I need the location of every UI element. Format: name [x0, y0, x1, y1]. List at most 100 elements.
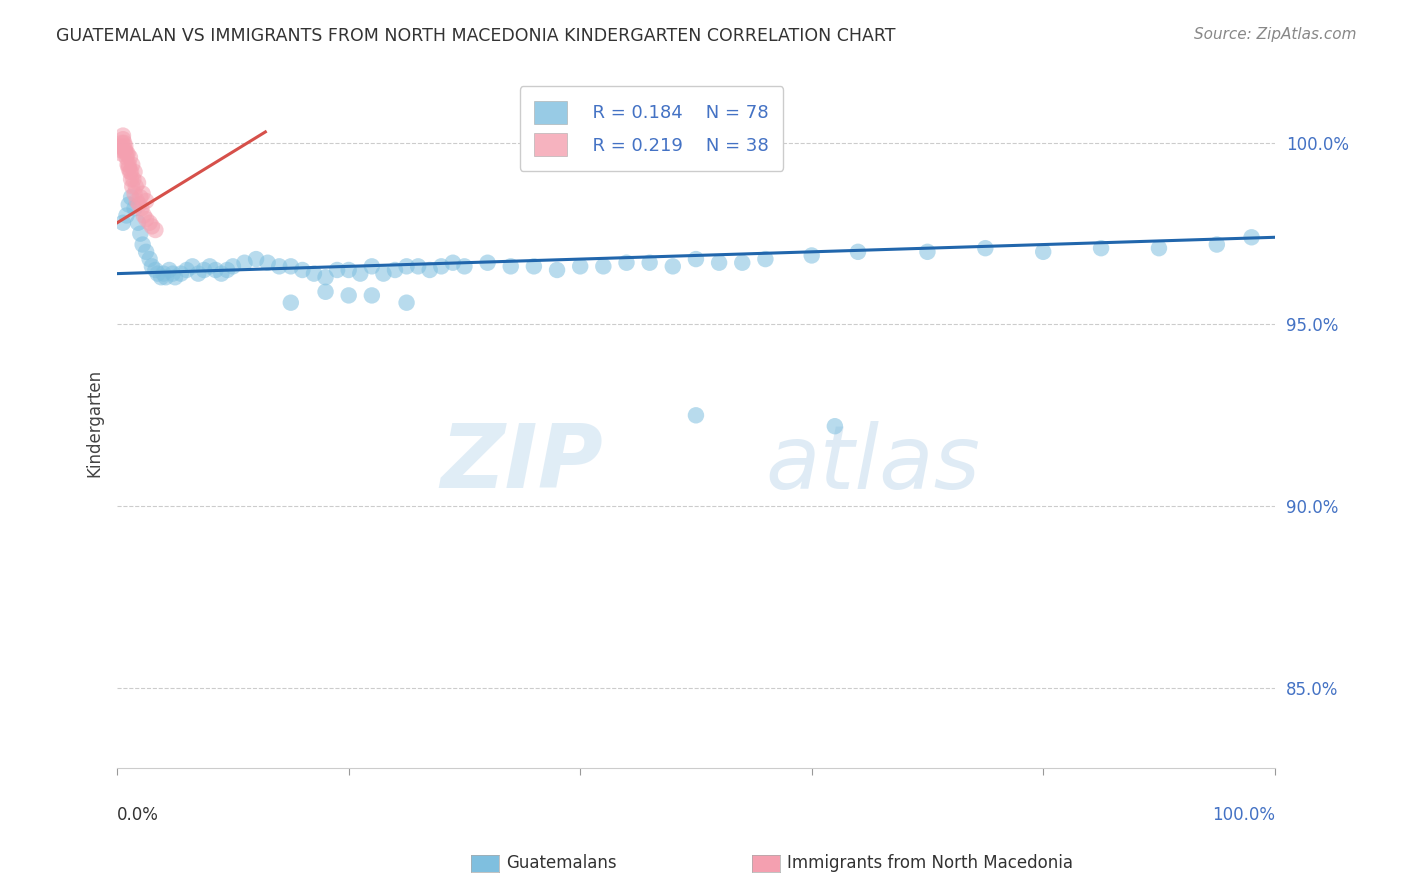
Point [111, 128, 134, 143]
Point [112, 143, 135, 157]
Point [193, 263, 215, 277]
Point [1240, 230, 1263, 244]
Point [546, 263, 568, 277]
Point [129, 190, 152, 204]
Point [135, 212, 157, 227]
Point [360, 288, 382, 302]
Y-axis label: Kindergarten: Kindergarten [86, 368, 103, 476]
Point [141, 219, 163, 234]
Point [592, 260, 614, 274]
Point [122, 172, 145, 186]
Point [315, 285, 337, 299]
Point [754, 252, 776, 266]
Point [569, 260, 592, 274]
Point [135, 244, 157, 259]
Point [131, 201, 153, 215]
Point [120, 165, 142, 179]
Point [155, 270, 177, 285]
Point [1090, 241, 1112, 255]
Text: atlas: atlas [765, 421, 980, 507]
Point [1205, 237, 1227, 252]
Point [157, 263, 180, 277]
Point [337, 263, 360, 277]
Point [124, 201, 146, 215]
Point [129, 227, 152, 241]
Point [302, 267, 325, 281]
Point [111, 132, 134, 146]
Point [280, 295, 302, 310]
Point [115, 150, 138, 164]
Point [110, 139, 132, 153]
Point [118, 158, 141, 172]
Text: Source: ZipAtlas.com: Source: ZipAtlas.com [1194, 27, 1357, 42]
Point [145, 263, 167, 277]
Point [124, 186, 146, 201]
Point [132, 209, 155, 223]
Point [326, 263, 349, 277]
Point [135, 194, 157, 208]
Point [125, 179, 148, 194]
Point [121, 158, 143, 172]
Point [162, 267, 184, 281]
Text: Immigrants from North Macedonia: Immigrants from North Macedonia [787, 855, 1073, 872]
Point [707, 256, 730, 270]
Point [131, 237, 153, 252]
Point [477, 256, 499, 270]
Point [638, 256, 661, 270]
Text: ZIP: ZIP [440, 420, 603, 508]
Point [800, 248, 823, 262]
Point [111, 216, 134, 230]
Point [118, 161, 141, 176]
Point [145, 223, 167, 237]
Point [662, 260, 685, 274]
Point [111, 136, 134, 150]
Point [974, 241, 997, 255]
Point [685, 409, 707, 423]
Point [685, 252, 707, 266]
Point [395, 295, 418, 310]
Point [114, 143, 136, 157]
Point [256, 256, 278, 270]
Point [217, 263, 239, 277]
Point [117, 158, 139, 172]
Point [233, 256, 256, 270]
Point [110, 143, 132, 157]
Point [131, 186, 153, 201]
Text: Guatemalans: Guatemalans [506, 855, 617, 872]
Point [146, 267, 169, 281]
Point [118, 150, 141, 164]
Point [118, 197, 141, 211]
Point [917, 244, 939, 259]
Point [731, 256, 754, 270]
Point [120, 190, 142, 204]
Point [117, 146, 139, 161]
Point [824, 419, 846, 434]
Point [198, 260, 221, 274]
Point [152, 267, 174, 281]
Point [128, 197, 150, 211]
Point [430, 260, 453, 274]
Point [112, 136, 135, 150]
Point [181, 260, 204, 274]
Text: GUATEMALAN VS IMMIGRANTS FROM NORTH MACEDONIA KINDERGARTEN CORRELATION CHART: GUATEMALAN VS IMMIGRANTS FROM NORTH MACE… [56, 27, 896, 45]
Point [141, 260, 163, 274]
Point [125, 194, 148, 208]
Point [846, 244, 869, 259]
Text: 0.0%: 0.0% [117, 805, 159, 823]
Point [360, 260, 382, 274]
Point [165, 270, 187, 285]
Point [138, 252, 160, 266]
Point [373, 267, 395, 281]
Point [453, 260, 475, 274]
Point [1147, 241, 1170, 255]
Legend:   R = 0.184    N = 78,   R = 0.219    N = 38: R = 0.184 N = 78, R = 0.219 N = 38 [520, 87, 783, 170]
Point [187, 267, 209, 281]
Point [121, 179, 143, 194]
Point [115, 146, 138, 161]
Point [337, 288, 360, 302]
Point [315, 270, 337, 285]
Point [209, 267, 232, 281]
Point [419, 263, 441, 277]
Point [176, 263, 198, 277]
Point [124, 165, 146, 179]
